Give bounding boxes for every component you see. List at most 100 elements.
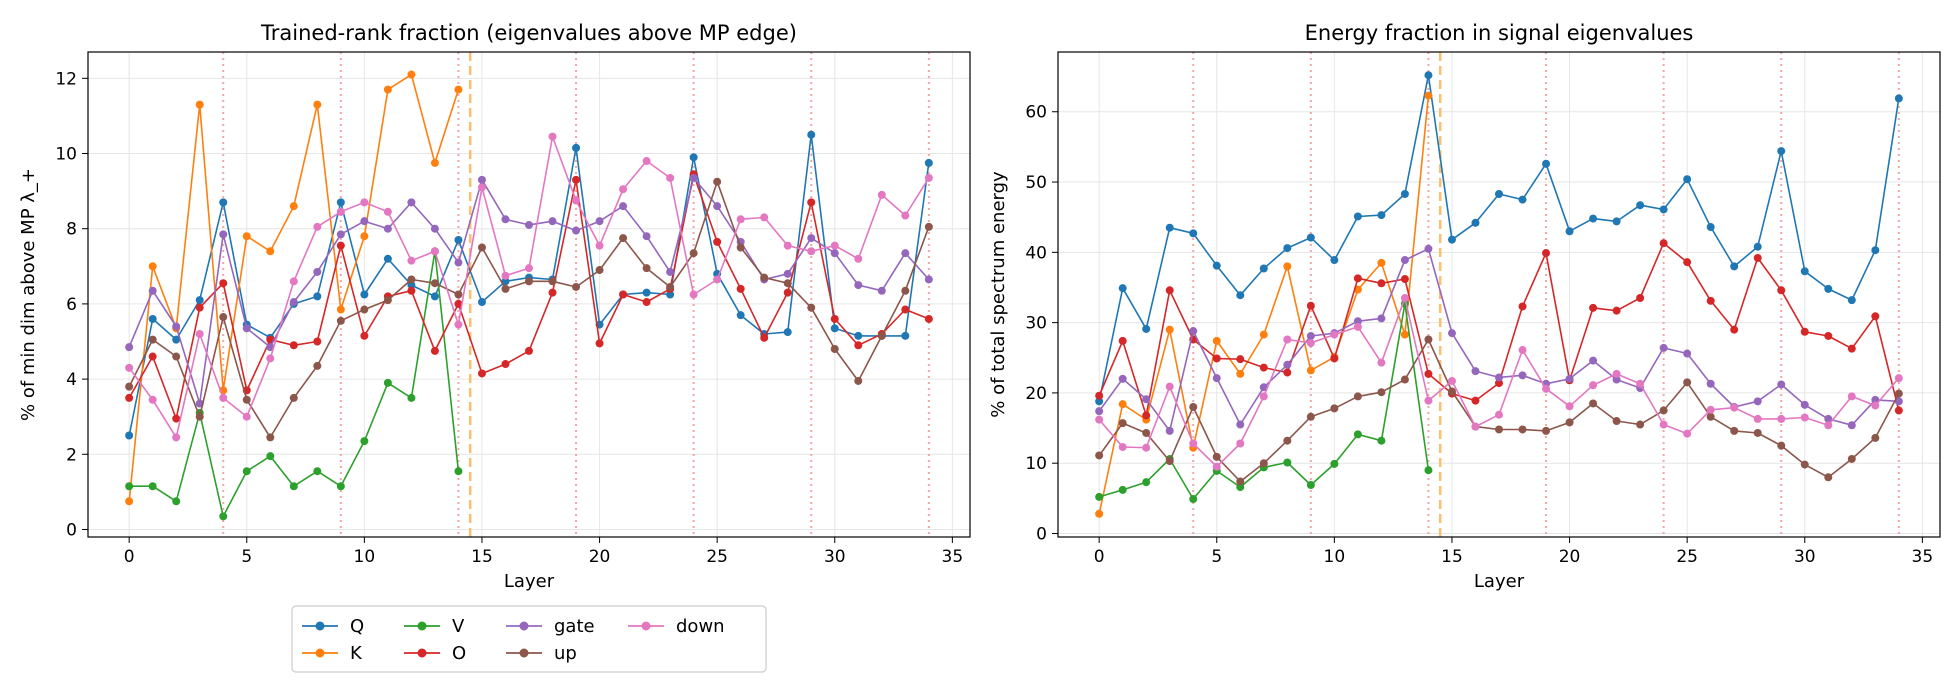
data-point-gate: [1189, 327, 1198, 336]
series-K: [1095, 91, 1433, 518]
data-point-Q: [1777, 147, 1786, 156]
data-point-Q: [195, 296, 204, 305]
data-point-Q: [1259, 264, 1268, 273]
data-point-Q: [1377, 211, 1386, 220]
data-point-gate: [125, 343, 134, 352]
legend-marker: [417, 648, 427, 658]
data-point-gate: [1400, 256, 1409, 265]
y-tick-label: 0: [1036, 524, 1047, 544]
data-point-K: [289, 202, 298, 211]
data-point-Q: [1730, 262, 1739, 271]
series-up: [1095, 335, 1903, 486]
data-point-gate: [1518, 371, 1527, 380]
data-point-Q: [407, 281, 416, 290]
data-point-K: [407, 70, 416, 79]
data-point-up: [1189, 402, 1198, 411]
data-point-V: [125, 482, 134, 491]
data-point-gate: [525, 220, 533, 229]
data-point-down: [1165, 382, 1174, 391]
data-point-O: [1283, 368, 1292, 377]
series-up: [125, 177, 933, 442]
data-point-gate: [807, 234, 816, 243]
data-point-K: [336, 305, 345, 314]
data-point-V: [1118, 485, 1127, 494]
data-point-down: [1471, 422, 1480, 431]
data-point-Q: [501, 277, 510, 286]
data-point-up: [383, 296, 392, 305]
data-point-down: [877, 190, 886, 199]
y-tick-label: 0: [66, 520, 77, 540]
y-tick-label: 40: [1025, 243, 1047, 263]
legend-label: K: [350, 643, 363, 664]
data-point-up: [736, 243, 745, 252]
data-point-down: [1142, 443, 1151, 452]
data-point-up: [548, 277, 557, 286]
data-point-O: [1118, 336, 1127, 345]
data-point-O: [525, 346, 533, 355]
y-tick-label: 4: [66, 370, 77, 390]
data-point-Q: [1800, 267, 1809, 276]
data-point-K: [1400, 330, 1409, 339]
data-point-gate: [1306, 331, 1315, 340]
data-point-up: [1283, 436, 1292, 445]
data-point-V: [148, 482, 157, 491]
data-point-K: [195, 100, 204, 109]
data-point-up: [1495, 425, 1503, 434]
data-point-Q: [1306, 233, 1315, 242]
data-point-down: [148, 395, 157, 404]
data-point-down: [219, 393, 228, 402]
data-point-Q: [736, 311, 745, 320]
data-point-O: [1424, 369, 1433, 378]
data-point-down: [289, 277, 298, 286]
data-point-up: [1306, 412, 1315, 421]
y-tick-label: 8: [66, 220, 77, 240]
data-point-down: [807, 247, 816, 256]
data-point-down: [266, 354, 275, 363]
data-point-gate: [430, 224, 439, 233]
data-point-Q: [1424, 71, 1433, 80]
data-point-Q: [642, 288, 651, 297]
data-point-O: [1589, 303, 1598, 312]
data-point-down: [383, 207, 392, 216]
data-point-down: [1330, 330, 1339, 339]
data-point-up: [877, 331, 886, 340]
panel-trained-rank-fraction: 0 5 10 15 20 25 30 35 0 2 4 6 8 10 12 Trained-rank frac…: [18, 21, 971, 592]
data-point-V: [1283, 458, 1292, 467]
data-point-up: [1330, 404, 1339, 413]
y-tick-label: 2: [66, 445, 77, 465]
data-point-up: [713, 177, 722, 186]
data-point-down: [501, 271, 510, 280]
x-tick-label: 10: [354, 547, 376, 567]
data-point-V: [1330, 459, 1339, 468]
data-point-up: [1118, 419, 1127, 428]
data-point-down: [1377, 358, 1386, 367]
data-point-V: [1142, 478, 1151, 487]
panel-energy-fraction: 0 5 10 15 20 25 30 35 0 10 20 30 40 50 60 Energy fracti…: [988, 21, 1941, 592]
y-tick-label: 10: [55, 145, 77, 165]
data-point-down: [689, 290, 698, 299]
data-point-Q: [148, 314, 157, 323]
data-point-down: [1730, 403, 1739, 412]
x-tick-label: 25: [706, 547, 728, 567]
data-point-gate: [1118, 374, 1127, 383]
data-point-gate: [689, 173, 698, 182]
data-point-down: [1518, 346, 1527, 355]
data-point-up: [901, 286, 910, 295]
data-point-gate: [1353, 317, 1362, 326]
data-point-gate: [901, 249, 910, 258]
x-tick-label: 35: [1912, 547, 1934, 567]
legend-marker: [519, 648, 529, 658]
data-point-up: [289, 393, 298, 402]
data-point-down: [1777, 414, 1786, 423]
data-point-gate: [830, 249, 839, 258]
data-point-gate: [313, 267, 322, 276]
data-point-O: [1777, 286, 1786, 295]
data-point-Q: [689, 153, 698, 162]
y-tick-label: 10: [1025, 454, 1047, 474]
y-axis-label: % of min dim above MP λ_+: [18, 168, 39, 421]
data-point-O: [1542, 249, 1551, 258]
data-point-V: [289, 482, 298, 491]
data-point-down: [783, 241, 792, 250]
data-point-up: [760, 273, 769, 282]
